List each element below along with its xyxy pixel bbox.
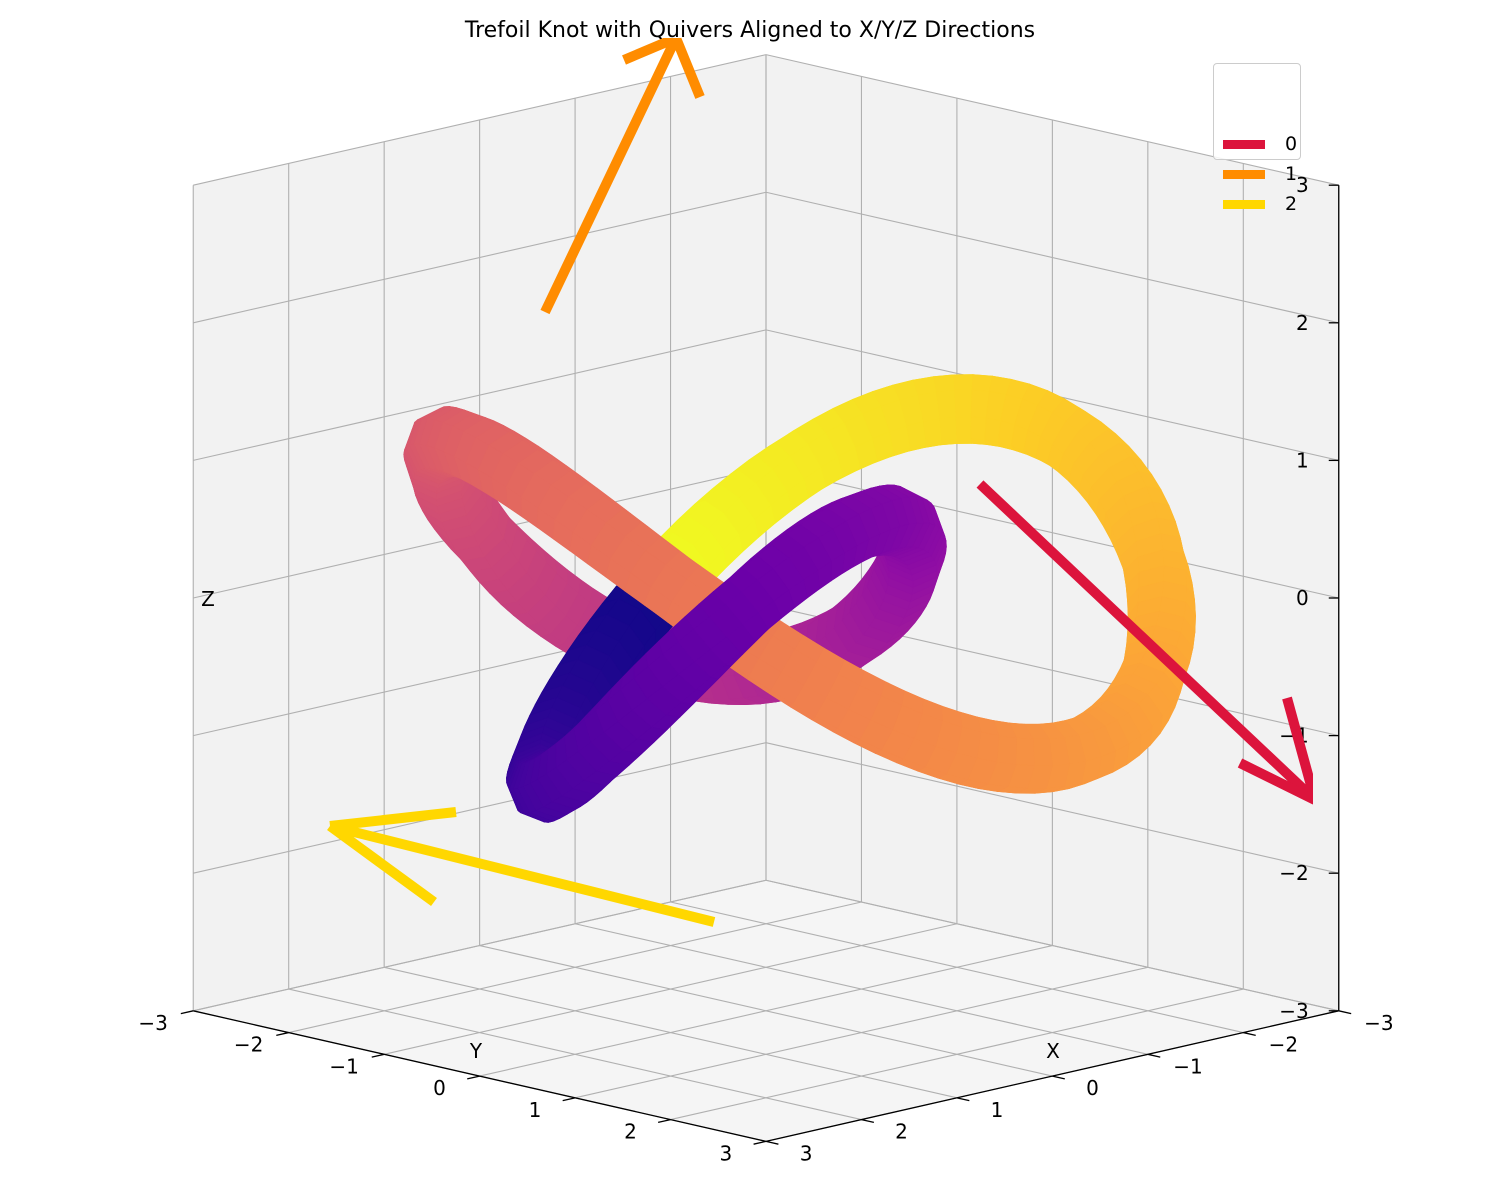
quiver-head [1237, 758, 1313, 805]
legend-label-0: 0 [1285, 133, 1298, 155]
x-tick-label: 1 [991, 1098, 1004, 1122]
quiver-shaft [328, 821, 716, 927]
quiver-head [622, 38, 678, 65]
surface-face [780, 648, 817, 686]
grid-line [193, 329, 767, 461]
quiver-head [1282, 696, 1313, 802]
legend-swatch-1 [1223, 169, 1265, 179]
quiver-shaft [976, 480, 1313, 804]
y-tick-mark [562, 1097, 576, 1102]
y-tick-mark [180, 1010, 194, 1015]
y-tick-label: 0 [433, 1076, 446, 1100]
grid-line [384, 923, 958, 1055]
z-tick-label: 0 [1296, 586, 1309, 610]
y-tick-mark [371, 1053, 385, 1058]
x-tick-mark [956, 1097, 970, 1102]
grid-line [479, 944, 1053, 1077]
surface-face [1033, 738, 1053, 767]
y-axis-label: Y [469, 1039, 483, 1063]
surface-face [1015, 737, 1036, 767]
grid-line [193, 191, 767, 324]
surface-face [954, 416, 972, 440]
x-tick-mark [1243, 1031, 1256, 1037]
legend-swatch-0 [1223, 139, 1265, 149]
x-tick-label: −1 [1173, 1054, 1202, 1078]
quiver-head [671, 38, 705, 99]
surface-face [955, 438, 972, 444]
quiver-shaft [540, 38, 681, 315]
grid-line [765, 879, 1339, 1012]
quiver-arrows [327, 38, 1313, 927]
knot-surface [403, 374, 1196, 823]
grid-line [574, 966, 1148, 1099]
x-tick-label: 0 [1086, 1076, 1099, 1100]
x-tick-mark [861, 1118, 875, 1124]
y-tick-label: 3 [720, 1141, 733, 1165]
surface-face [996, 735, 1018, 765]
legend-label-2: 2 [1285, 193, 1298, 215]
x-tick-mark [1147, 1053, 1161, 1058]
x-tick-label: −3 [1364, 1011, 1393, 1035]
y-tick-mark [467, 1075, 480, 1080]
x-tick-label: 2 [895, 1120, 908, 1144]
y-tick-label: −1 [329, 1054, 358, 1078]
z-tick-label: −2 [1279, 861, 1308, 885]
quiver-head [327, 821, 437, 907]
x-axis-label: X [1046, 1039, 1060, 1063]
legend: 0 1 2 [1213, 63, 1301, 215]
z-axis-label: Z [201, 587, 215, 611]
surface-face [932, 374, 955, 393]
z-tick-label: 3 [1296, 173, 1309, 197]
y-tick-mark [276, 1031, 289, 1037]
grid-line [193, 742, 767, 874]
axis-labels: X Y Z [201, 587, 1060, 1063]
surface-face [922, 418, 942, 444]
x-tick-label: −2 [1269, 1033, 1298, 1057]
x-tick-mark [1338, 1010, 1352, 1015]
surface-face [971, 374, 993, 392]
grid-line [193, 879, 767, 1012]
quiver-0 [976, 480, 1313, 805]
grid-line [765, 191, 1339, 324]
surface-face [984, 417, 1002, 443]
grid-line [288, 901, 862, 1034]
grid-line [765, 54, 1339, 186]
surface-face [953, 389, 973, 418]
legend-entry-1: 1 [1223, 163, 1298, 185]
x-tick-mark [1052, 1075, 1065, 1080]
grid-line [765, 742, 1339, 874]
z-tick-label: −3 [1279, 999, 1308, 1023]
surface-face [952, 374, 974, 391]
y-tick-label: −3 [138, 1011, 167, 1035]
quiver-1 [540, 38, 705, 315]
surface-face [970, 416, 987, 441]
y-tick-label: 1 [529, 1098, 542, 1122]
quiver-head [329, 807, 457, 831]
grid-line [765, 466, 1339, 599]
chart-title: Trefoil Knot with Quivers Aligned to X/Y… [464, 18, 1036, 43]
y-tick-mark [753, 1140, 767, 1145]
surface-face [708, 603, 743, 638]
surface-face [938, 416, 957, 441]
grid-line [670, 988, 1244, 1121]
y-tick-label: −2 [234, 1033, 263, 1057]
quiver-2 [327, 807, 716, 927]
legend-label-1: 1 [1285, 163, 1298, 185]
legend-entry-0: 0 [1223, 133, 1298, 155]
legend-swatch-2 [1223, 199, 1265, 209]
z-tick-label: 2 [1296, 311, 1309, 335]
z-tick-label: 1 [1296, 448, 1309, 472]
y-tick-label: 2 [624, 1120, 637, 1144]
legend-entry-2: 2 [1223, 193, 1298, 215]
x-tick-mark [765, 1140, 779, 1145]
x-tick-label: 3 [800, 1141, 813, 1165]
y-tick-mark [657, 1118, 671, 1124]
grid-line [193, 54, 767, 186]
